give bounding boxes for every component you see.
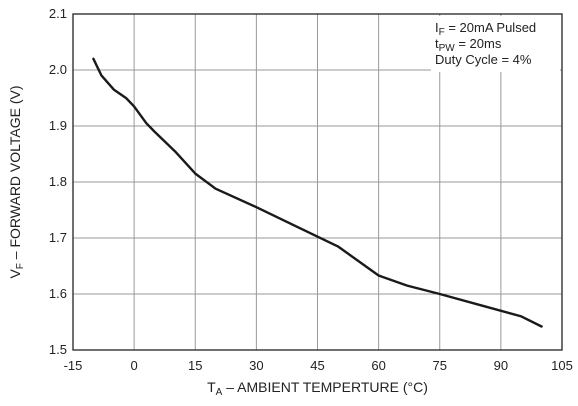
tick-labels: -15 0 15 30 45 60 75 90 105 1.5 1.6 1.7 1.8 1.9 2.0 2.1 <box>49 6 573 373</box>
x-tick-label: 60 <box>371 358 385 373</box>
series-line <box>92 57 543 328</box>
x-tick-label: 105 <box>551 358 573 373</box>
x-axis-label: TA – AMBIENT TEMPERTURE (°C) <box>207 379 428 398</box>
y-tick-label: 1.5 <box>49 342 67 357</box>
y-tick-label: 2.1 <box>49 6 67 21</box>
y-tick-label: 1.6 <box>49 286 67 301</box>
x-tick-label: 30 <box>249 358 263 373</box>
annotation-background <box>431 16 560 72</box>
x-tick-label: 90 <box>494 358 508 373</box>
y-tick-label: 1.7 <box>49 230 67 245</box>
x-tick-label: 15 <box>188 358 202 373</box>
plot-frame <box>72 13 563 351</box>
annotation-line: Duty Cycle = 4% <box>435 52 532 67</box>
x-tick-label: 75 <box>433 358 447 373</box>
x-tick-label: 45 <box>310 358 324 373</box>
y-tick-label: 1.9 <box>49 118 67 133</box>
y-tick-label: 2.0 <box>49 62 67 77</box>
annotation-line: IF = 20mA Pulsed <box>435 20 536 38</box>
x-tick-label: -15 <box>64 358 83 373</box>
annotation-line: tPW = 20ms <box>435 36 502 54</box>
y-axis-label: VF – FORWARD VOLTAGE (V) <box>7 85 26 278</box>
x-tick-label: 0 <box>131 358 138 373</box>
y-tick-label: 1.8 <box>49 174 67 189</box>
